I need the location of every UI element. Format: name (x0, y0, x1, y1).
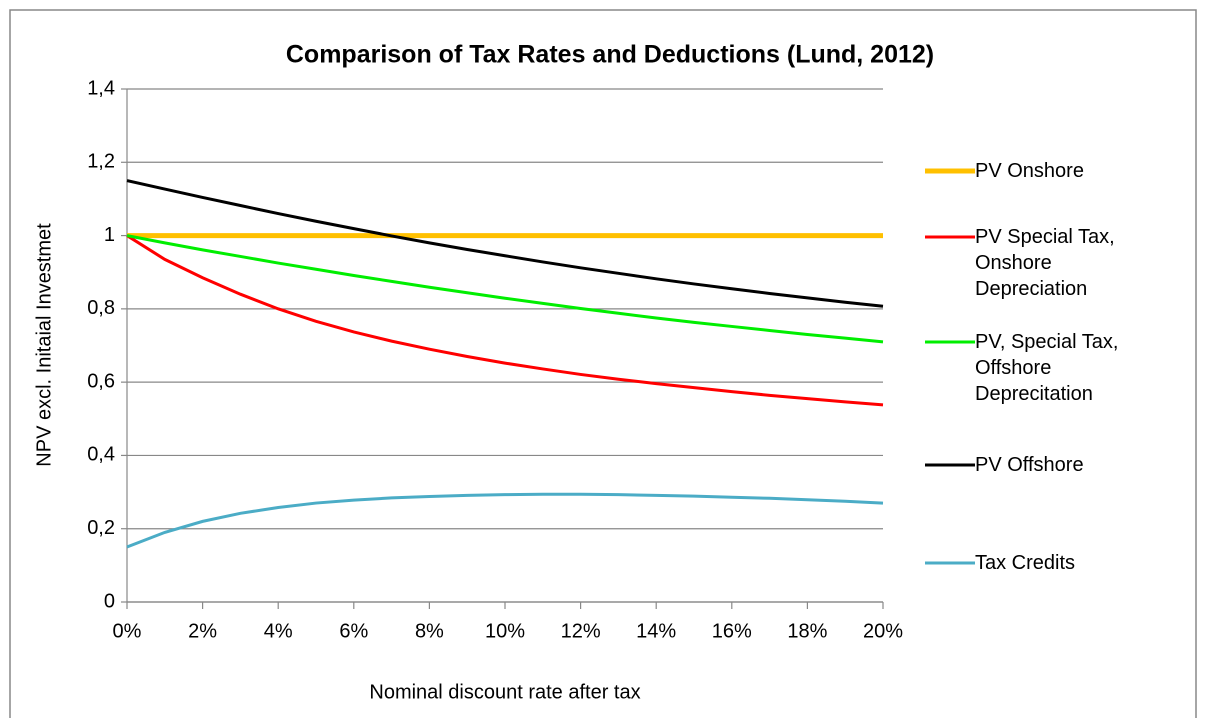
legend-label: PV Offshore (975, 454, 1084, 476)
x-tick-label: 10% (485, 620, 525, 642)
y-tick-label: 1,4 (87, 77, 115, 99)
y-tick-label: 0,8 (87, 297, 115, 319)
chart-title: Comparison of Tax Rates and Deductions (… (286, 41, 934, 69)
y-tick-label: 0,4 (87, 444, 115, 466)
x-tick-label: 14% (636, 620, 676, 642)
x-tick-label: 2% (188, 620, 217, 642)
x-tick-label: 6% (339, 620, 368, 642)
y-tick-label: 1,2 (87, 151, 115, 173)
x-tick-label: 18% (787, 620, 827, 642)
legend-label: PV Special Tax, Onshore Depreciation (975, 226, 1115, 300)
x-tick-label: 20% (863, 620, 903, 642)
x-tick-label: 4% (264, 620, 293, 642)
y-tick-label: 1 (104, 224, 115, 246)
x-axis-label: Nominal discount rate after tax (369, 681, 640, 703)
y-tick-label: 0,2 (87, 517, 115, 539)
x-tick-label: 8% (415, 620, 444, 642)
series-line (126, 234, 884, 407)
y-tick-label: 0 (104, 590, 115, 612)
y-tick-label: 0,6 (87, 370, 115, 392)
legend-label: PV Onshore (975, 160, 1084, 182)
series-line (126, 234, 884, 344)
series-line (126, 492, 884, 549)
legend-label: PV, Special Tax, Offshore Deprecitation (975, 331, 1119, 405)
x-tick-label: 16% (712, 620, 752, 642)
legend-label: Tax Credits (975, 552, 1076, 574)
y-axis-label: NPV excl. Initaial Investmet (33, 223, 55, 467)
x-tick-label: 0% (113, 620, 142, 642)
chart-border (9, 9, 1197, 718)
x-tick-label: 12% (561, 620, 601, 642)
series-line (126, 179, 884, 308)
